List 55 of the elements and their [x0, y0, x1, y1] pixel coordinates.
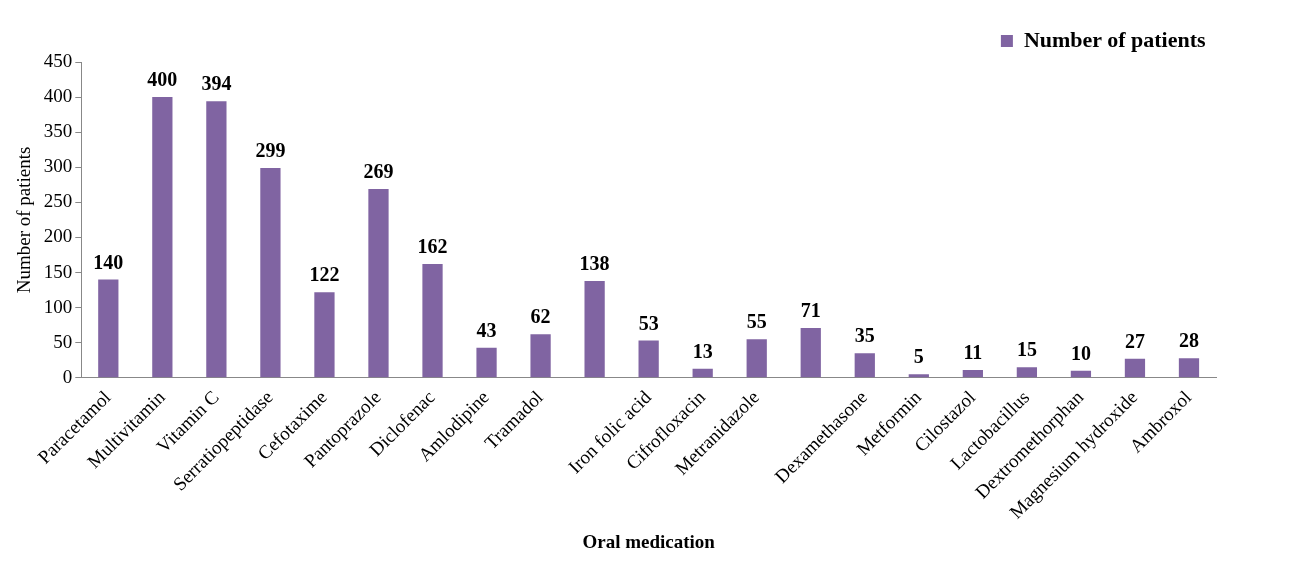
bar — [962, 370, 983, 378]
bar — [368, 189, 389, 378]
y-axis-title: Number of patients — [13, 146, 35, 294]
bar — [152, 97, 173, 378]
data-label: 55 — [746, 310, 767, 333]
data-label: 394 — [201, 72, 232, 95]
data-label: 5 — [913, 345, 924, 368]
data-label: 138 — [579, 252, 610, 275]
data-label: 122 — [309, 263, 340, 286]
bar — [1016, 367, 1038, 378]
data-label: 400 — [147, 68, 178, 91]
bar — [638, 340, 659, 378]
bar — [314, 292, 335, 378]
y-tick-label: 100 — [43, 295, 73, 317]
bar — [98, 279, 119, 378]
bar — [1178, 358, 1200, 378]
legend-label: Number of patients — [1023, 26, 1207, 52]
data-label: 71 — [800, 299, 821, 322]
bar — [692, 368, 713, 378]
data-label: 10 — [1070, 341, 1091, 364]
bar — [476, 347, 497, 378]
y-tick-label: 0 — [62, 365, 73, 387]
bar — [260, 167, 281, 378]
y-tick-label: 400 — [43, 85, 73, 107]
data-label: 269 — [363, 160, 394, 183]
data-label: 43 — [476, 318, 497, 341]
y-tick-label: 450 — [43, 49, 73, 71]
y-tick-label: 150 — [43, 260, 73, 282]
bar — [584, 280, 605, 378]
data-label: 28 — [1178, 329, 1199, 352]
y-tick-label: 300 — [43, 155, 73, 177]
bar — [530, 334, 551, 378]
y-tick-label: 50 — [53, 330, 73, 352]
data-label: 299 — [255, 139, 286, 162]
data-label: 15 — [1016, 338, 1037, 361]
bar — [1070, 370, 1092, 378]
data-label: 13 — [692, 339, 713, 362]
data-label: 27 — [1124, 330, 1145, 353]
bar — [854, 353, 875, 378]
bar — [800, 327, 821, 378]
y-tick-label: 250 — [43, 190, 73, 212]
data-label: 162 — [417, 235, 448, 258]
data-label: 11 — [963, 341, 983, 364]
y-tick-label: 350 — [43, 120, 73, 142]
data-label: 140 — [93, 250, 124, 273]
bar — [746, 339, 767, 378]
y-tick-label: 200 — [43, 225, 73, 247]
bar — [908, 374, 929, 378]
bar — [1124, 358, 1146, 378]
bar — [206, 101, 227, 378]
data-label: 53 — [638, 311, 659, 334]
x-axis-title: Oral medication — [582, 530, 716, 552]
bar — [422, 264, 443, 378]
data-label: 62 — [530, 305, 551, 328]
data-label: 35 — [854, 324, 875, 347]
